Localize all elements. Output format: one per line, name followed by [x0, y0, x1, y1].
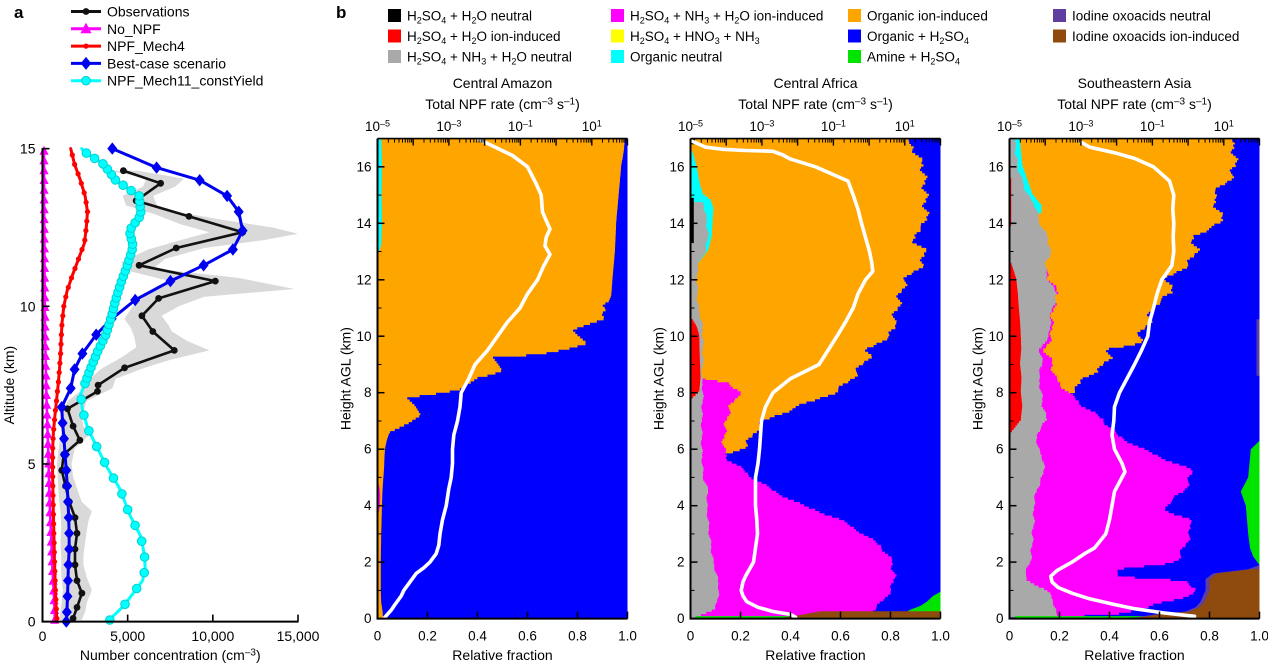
svg-text:0.6: 0.6: [518, 629, 537, 644]
svg-text:0.2: 0.2: [731, 629, 750, 644]
svg-text:Observations: Observations: [107, 4, 189, 20]
svg-text:6: 6: [996, 442, 1004, 457]
svg-text:Relative fraction: Relative fraction: [1084, 647, 1184, 663]
svg-text:5: 5: [28, 456, 36, 472]
svg-text:0.2: 0.2: [1050, 629, 1069, 644]
svg-text:Amine + H2​SO4​: Amine + H2​SO4​: [867, 50, 960, 67]
svg-text:0: 0: [364, 611, 372, 626]
svg-text:0.2: 0.2: [418, 629, 437, 644]
svg-text:1.0: 1.0: [618, 629, 637, 644]
svg-text:Organic ion-induced: Organic ion-induced: [867, 9, 988, 24]
svg-text:2: 2: [677, 555, 685, 570]
svg-text:Organic neutral: Organic neutral: [630, 50, 722, 65]
svg-text:Altitude (km): Altitude (km): [1, 346, 17, 425]
svg-text:1.0: 1.0: [931, 629, 950, 644]
svg-text:4: 4: [677, 498, 685, 513]
svg-text:H2​SO4​ + H2​O ion-induced: H2​SO4​ + H2​O ion-induced: [407, 29, 561, 46]
svg-text:4: 4: [364, 498, 372, 513]
svg-text:8: 8: [996, 385, 1004, 400]
svg-text:0.6: 0.6: [1150, 629, 1169, 644]
svg-text:0: 0: [677, 611, 685, 626]
svg-text:H2​SO4​ + HNO3​ + NH3​: H2​SO4​ + HNO3​ + NH3​: [630, 29, 760, 46]
svg-text:a: a: [14, 3, 24, 22]
svg-text:Iodine oxoacids ion-induced: Iodine oxoacids ion-induced: [1072, 29, 1239, 44]
svg-text:8: 8: [677, 385, 685, 400]
svg-text:2: 2: [364, 555, 372, 570]
svg-text:8: 8: [364, 385, 372, 400]
svg-text:Height AGL (km): Height AGL (km): [338, 327, 354, 430]
svg-text:Number concentration (cm–3​): Number concentration (cm–3​): [80, 647, 261, 663]
svg-text:Total NPF rate (cm–3​ s–1​): Total NPF rate (cm–3​ s–1​): [1057, 96, 1212, 112]
svg-text:0.8: 0.8: [568, 629, 587, 644]
svg-text:Iodine oxoacids neutral: Iodine oxoacids neutral: [1072, 9, 1211, 24]
svg-text:2: 2: [996, 555, 1004, 570]
svg-text:Total NPF rate (cm–3​ s–1​): Total NPF rate (cm–3​ s–1​): [425, 96, 580, 112]
svg-text:0.4: 0.4: [468, 629, 487, 644]
svg-text:1.0: 1.0: [1250, 629, 1268, 644]
svg-text:Height AGL (km): Height AGL (km): [970, 327, 986, 430]
svg-text:0: 0: [28, 614, 36, 630]
svg-text:Relative fraction: Relative fraction: [452, 647, 552, 663]
svg-text:6: 6: [364, 442, 372, 457]
svg-text:b: b: [336, 3, 346, 22]
svg-text:No_NPF: No_NPF: [107, 21, 161, 37]
svg-text:5,000: 5,000: [110, 628, 145, 644]
svg-text:10,000: 10,000: [191, 628, 234, 644]
svg-text:14: 14: [988, 216, 1004, 231]
svg-text:14: 14: [669, 216, 685, 231]
svg-text:15,000: 15,000: [277, 628, 320, 644]
svg-text:0.8: 0.8: [1200, 629, 1219, 644]
svg-text:Southeastern Asia: Southeastern Asia: [1078, 75, 1192, 91]
svg-text:0.8: 0.8: [881, 629, 900, 644]
svg-text:12: 12: [988, 272, 1003, 287]
svg-text:12: 12: [356, 272, 371, 287]
svg-text:15: 15: [20, 141, 36, 157]
svg-text:NPF_Mech4: NPF_Mech4: [107, 38, 185, 54]
svg-text:Organic + H2​SO4​: Organic + H2​SO4​: [867, 29, 969, 46]
svg-text:10: 10: [356, 329, 371, 344]
svg-text:16: 16: [356, 159, 371, 174]
svg-text:H2​SO4​ + NH3​ + H2​O ion-indu: H2​SO4​ + NH3​ + H2​O ion-induced: [630, 9, 823, 26]
svg-text:6: 6: [677, 442, 685, 457]
svg-text:H2​SO4​ + NH3​ + H2​O neutral: H2​SO4​ + NH3​ + H2​O neutral: [407, 50, 572, 67]
svg-text:Central Africa: Central Africa: [773, 75, 857, 91]
svg-text:0: 0: [1006, 629, 1014, 644]
svg-text:4: 4: [996, 498, 1004, 513]
svg-text:0: 0: [687, 629, 695, 644]
svg-text:Height AGL (km): Height AGL (km): [651, 327, 667, 430]
svg-text:H2​SO4​ + H2​O neutral: H2​SO4​ + H2​O neutral: [407, 9, 532, 26]
svg-text:Central Amazon: Central Amazon: [453, 75, 553, 91]
svg-text:Relative fraction: Relative fraction: [765, 647, 865, 663]
svg-text:0.4: 0.4: [781, 629, 800, 644]
svg-text:0: 0: [39, 628, 47, 644]
svg-text:NPF_Mech11_constYield: NPF_Mech11_constYield: [107, 73, 263, 89]
svg-text:10: 10: [669, 329, 684, 344]
svg-text:0.4: 0.4: [1100, 629, 1119, 644]
svg-text:Best-case scenario: Best-case scenario: [107, 55, 226, 71]
svg-text:16: 16: [988, 159, 1003, 174]
svg-text:12: 12: [669, 272, 684, 287]
svg-text:0.6: 0.6: [831, 629, 850, 644]
svg-text:0: 0: [374, 629, 382, 644]
svg-text:0: 0: [996, 611, 1004, 626]
svg-text:14: 14: [356, 216, 372, 231]
svg-text:10: 10: [20, 298, 36, 314]
svg-text:16: 16: [669, 159, 684, 174]
svg-text:Total NPF rate (cm–3​ s–1​): Total NPF rate (cm–3​ s–1​): [738, 96, 893, 112]
svg-text:10: 10: [988, 329, 1003, 344]
